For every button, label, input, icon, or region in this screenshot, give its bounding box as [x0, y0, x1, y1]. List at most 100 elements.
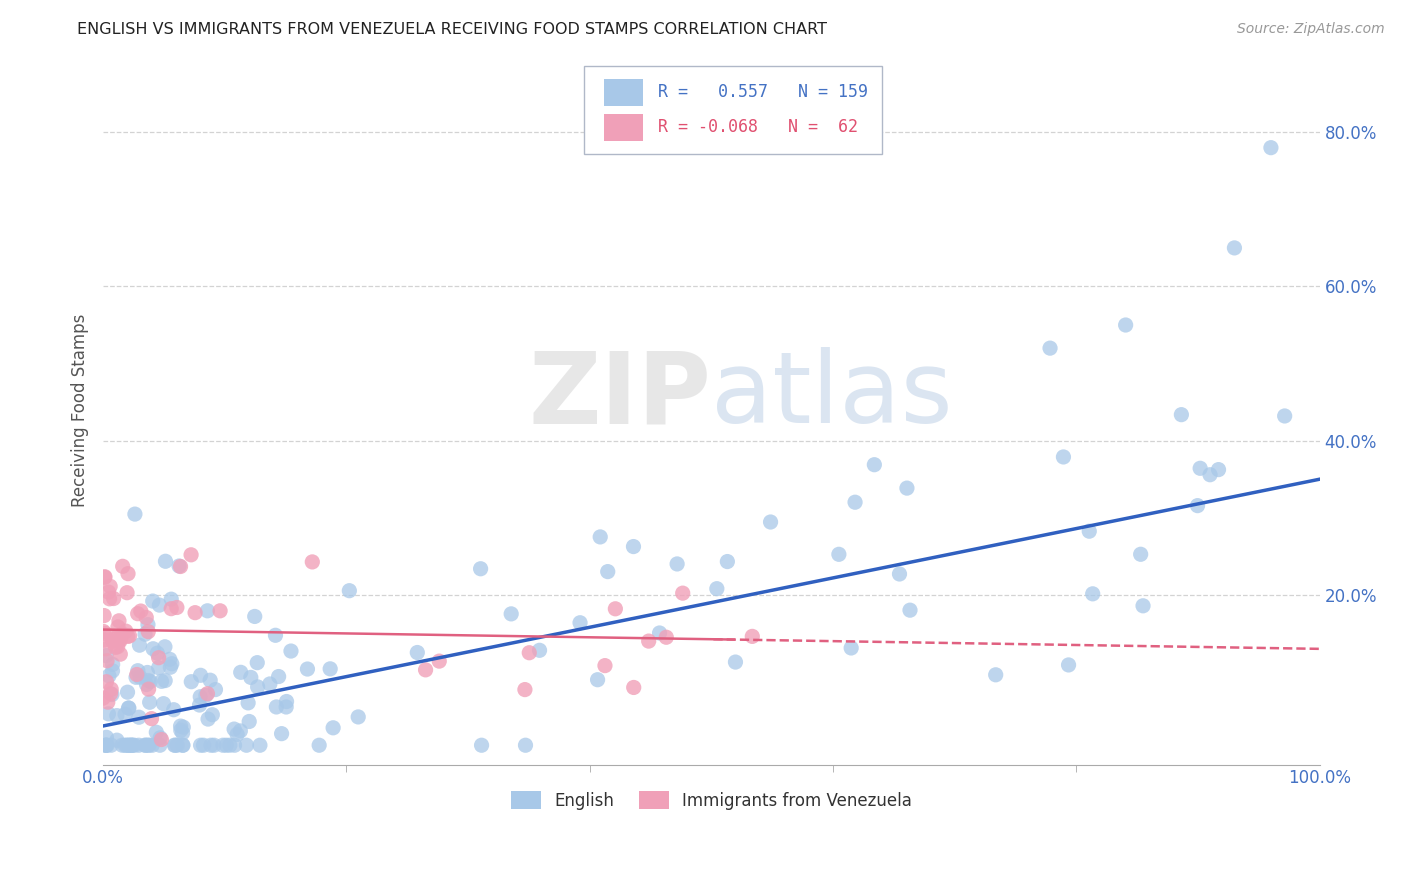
Point [159, 652, 181, 666]
Point [107, 620, 129, 634]
Point [1170, 408, 1192, 422]
Point [337, 583, 360, 598]
Point [97, 706, 120, 721]
Point [97, 585, 120, 599]
Point [470, 562, 492, 576]
Point [115, 738, 138, 752]
Point [160, 601, 183, 615]
Point [1274, 409, 1296, 423]
Point [104, 640, 127, 655]
Point [129, 604, 152, 618]
Point [96, 731, 118, 745]
Point [153, 640, 176, 654]
Point [135, 610, 157, 624]
Point [128, 710, 150, 724]
Point [259, 677, 281, 691]
Point [150, 732, 173, 747]
Point [264, 628, 287, 642]
Point [135, 738, 157, 752]
Point [193, 738, 215, 752]
Point [160, 657, 183, 671]
Point [127, 664, 149, 678]
Point [100, 682, 122, 697]
Point [108, 614, 131, 628]
Point [114, 624, 136, 639]
Text: R = -0.068   N =  62: R = -0.068 N = 62 [658, 119, 858, 136]
Point [120, 738, 142, 752]
Point [569, 615, 592, 630]
Point [134, 738, 156, 752]
Point [124, 507, 146, 521]
Point [163, 703, 186, 717]
Point [204, 682, 226, 697]
Point [180, 548, 202, 562]
Point [134, 627, 156, 641]
Point [167, 559, 190, 574]
Point [136, 624, 159, 639]
Point [117, 701, 139, 715]
Point [898, 603, 921, 617]
Point [1132, 599, 1154, 613]
Point [172, 720, 194, 734]
Point [101, 664, 124, 678]
Point [415, 663, 437, 677]
Point [136, 738, 159, 752]
Point [149, 738, 172, 752]
Point [121, 738, 143, 752]
Point [201, 707, 224, 722]
Point [190, 738, 212, 752]
Point [150, 674, 173, 689]
Point [155, 554, 177, 568]
Point [136, 617, 159, 632]
Text: ENGLISH VS IMMIGRANTS FROM VENEZUELA RECEIVING FOOD STAMPS CORRELATION CHART: ENGLISH VS IMMIGRANTS FROM VENEZUELA REC… [77, 22, 827, 37]
Point [136, 665, 159, 680]
Point [844, 495, 866, 509]
Point [98, 591, 121, 606]
Point [118, 701, 141, 715]
Point [249, 738, 271, 752]
Point [166, 600, 188, 615]
Point [169, 719, 191, 733]
Point [828, 547, 851, 561]
Point [716, 555, 738, 569]
Point [1260, 141, 1282, 155]
Point [589, 530, 612, 544]
Point [212, 738, 235, 752]
Point [117, 738, 139, 752]
Bar [605, 78, 643, 105]
Point [117, 629, 139, 643]
Point [529, 643, 551, 657]
Point [741, 629, 763, 643]
Point [94, 570, 117, 584]
Point [229, 723, 252, 738]
Point [889, 566, 911, 581]
Point [100, 738, 122, 752]
Legend: English, Immigrants from Venezuela: English, Immigrants from Venezuela [503, 784, 918, 816]
Point [308, 738, 330, 752]
Point [226, 727, 249, 741]
Point [596, 565, 619, 579]
Point [209, 604, 232, 618]
Point [141, 712, 163, 726]
Point [127, 607, 149, 621]
Point [593, 658, 616, 673]
Point [648, 626, 671, 640]
Point [121, 738, 143, 752]
Point [97, 695, 120, 709]
Point [146, 646, 169, 660]
Point [172, 726, 194, 740]
Point [276, 694, 298, 708]
Point [1199, 467, 1222, 482]
Point [94, 738, 117, 752]
Point [1057, 657, 1080, 672]
Point [267, 669, 290, 683]
Point [239, 670, 262, 684]
Point [347, 710, 370, 724]
Point [100, 687, 122, 701]
Point [276, 700, 298, 714]
Point [118, 629, 141, 643]
Point [218, 738, 240, 752]
Point [166, 738, 188, 752]
Point [94, 641, 117, 656]
Point [148, 661, 170, 675]
